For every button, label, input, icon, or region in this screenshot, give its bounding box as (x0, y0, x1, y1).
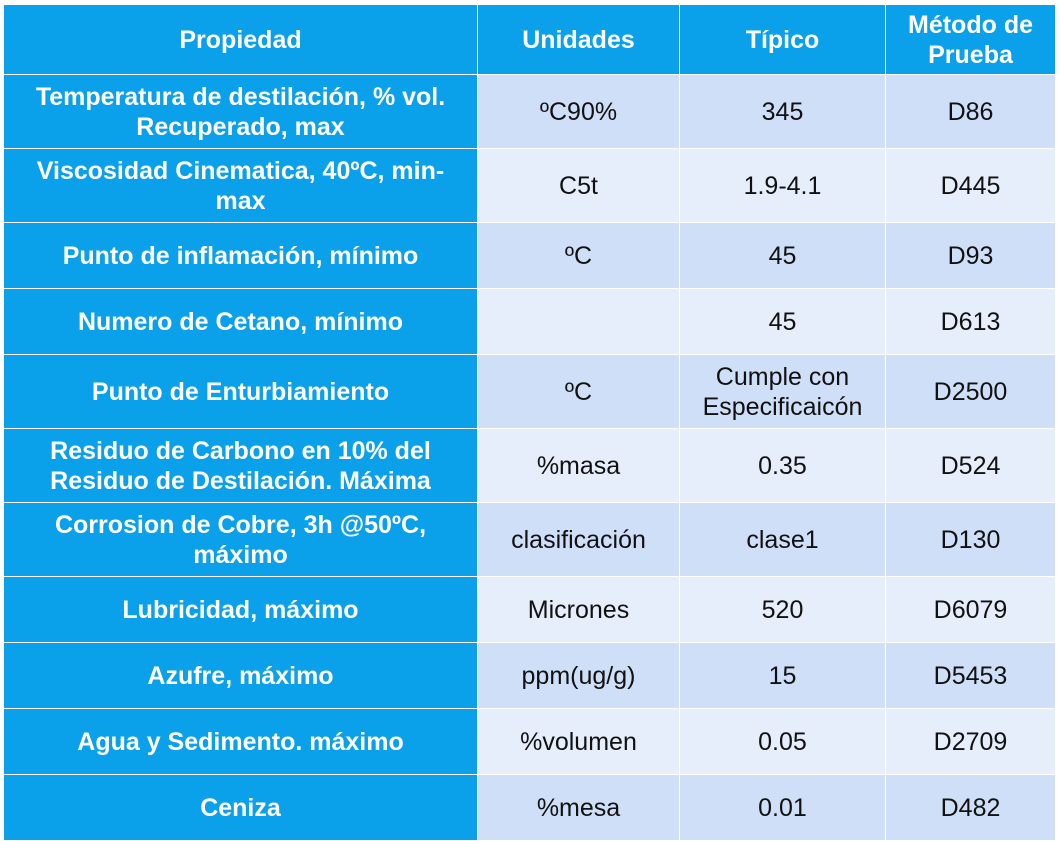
table-row: Residuo de Carbono en 10% del Residuo de… (3, 428, 1056, 503)
typical-cell: 1.9-4.1 (679, 148, 886, 223)
method-cell: D2500 (885, 354, 1056, 429)
method-cell: D524 (885, 428, 1056, 503)
units-cell: C5t (477, 148, 680, 223)
property-cell: Agua y Sedimento. máximo (3, 708, 478, 775)
property-cell: Viscosidad Cinematica, 40ºC, min-max (3, 148, 478, 223)
table-row: Punto de inflamación, mínimo ºC 45 D93 (3, 222, 1056, 289)
header-property: Propiedad (3, 4, 478, 75)
units-cell: %mesa (477, 774, 680, 841)
header-units: Unidades (477, 4, 680, 75)
units-cell: clasificación (477, 502, 680, 577)
typical-cell: Cumple con Especificaicón (679, 354, 886, 429)
table-row: Corrosion de Cobre, 3h @50ºC, máximo cla… (3, 502, 1056, 577)
method-cell: D93 (885, 222, 1056, 289)
table-row: Ceniza %mesa 0.01 D482 (3, 774, 1056, 841)
header-method: Método de Prueba (885, 4, 1056, 75)
typical-cell: 0.35 (679, 428, 886, 503)
units-cell: ppm(ug/g) (477, 642, 680, 709)
table-row: Viscosidad Cinematica, 40ºC, min-max C5t… (3, 148, 1056, 223)
method-cell: D6079 (885, 576, 1056, 643)
property-cell: Corrosion de Cobre, 3h @50ºC, máximo (3, 502, 478, 577)
units-cell (477, 288, 680, 355)
table-row: Punto de Enturbiamiento ºC Cumple con Es… (3, 354, 1056, 429)
units-cell: ºC (477, 222, 680, 289)
property-cell: Numero de Cetano, mínimo (3, 288, 478, 355)
method-cell: D2709 (885, 708, 1056, 775)
property-cell: Residuo de Carbono en 10% del Residuo de… (3, 428, 478, 503)
typical-cell: 15 (679, 642, 886, 709)
typical-cell: 520 (679, 576, 886, 643)
units-cell: %volumen (477, 708, 680, 775)
units-cell: %masa (477, 428, 680, 503)
method-cell: D445 (885, 148, 1056, 223)
units-cell: Micrones (477, 576, 680, 643)
fuel-spec-table: Propiedad Unidades Típico Método de Prue… (3, 4, 1056, 841)
property-cell: Temperatura de destilación, % vol. Recup… (3, 74, 478, 149)
table-header-row: Propiedad Unidades Típico Método de Prue… (3, 4, 1056, 75)
typical-cell: 45 (679, 222, 886, 289)
method-cell: D482 (885, 774, 1056, 841)
method-cell: D613 (885, 288, 1056, 355)
table-row: Agua y Sedimento. máximo %volumen 0.05 D… (3, 708, 1056, 775)
property-cell: Punto de Enturbiamiento (3, 354, 478, 429)
table-row: Azufre, máximo ppm(ug/g) 15 D5453 (3, 642, 1056, 709)
table-row: Lubricidad, máximo Micrones 520 D6079 (3, 576, 1056, 643)
typical-cell: 0.05 (679, 708, 886, 775)
typical-cell: 45 (679, 288, 886, 355)
units-cell: ºC (477, 354, 680, 429)
header-typical: Típico (679, 4, 886, 75)
method-cell: D5453 (885, 642, 1056, 709)
typical-cell: 345 (679, 74, 886, 149)
property-cell: Azufre, máximo (3, 642, 478, 709)
table-row: Temperatura de destilación, % vol. Recup… (3, 74, 1056, 149)
property-cell: Lubricidad, máximo (3, 576, 478, 643)
units-cell: ºC90% (477, 74, 680, 149)
method-cell: D130 (885, 502, 1056, 577)
typical-cell: 0.01 (679, 774, 886, 841)
table-row: Numero de Cetano, mínimo 45 D613 (3, 288, 1056, 355)
method-cell: D86 (885, 74, 1056, 149)
property-cell: Punto de inflamación, mínimo (3, 222, 478, 289)
property-cell: Ceniza (3, 774, 478, 841)
typical-cell: clase1 (679, 502, 886, 577)
